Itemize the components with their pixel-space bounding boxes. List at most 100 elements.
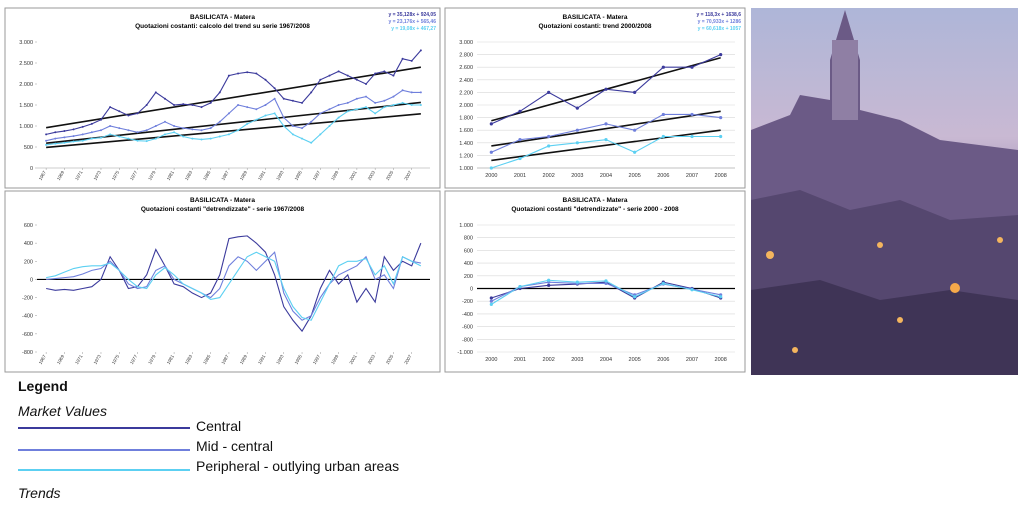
y-tick-label: -800: [462, 337, 473, 343]
point: [489, 166, 493, 170]
x-tick-label: 1999: [330, 354, 340, 366]
point: [410, 104, 413, 106]
point: [154, 125, 157, 127]
point: [719, 116, 723, 120]
y-tick-label: -800: [22, 350, 33, 356]
point: [54, 137, 57, 140]
point: [209, 127, 212, 130]
point: [118, 110, 121, 113]
x-tick-label: 1971: [74, 170, 84, 182]
point: [145, 104, 148, 106]
point: [291, 99, 294, 102]
point: [81, 133, 84, 136]
point: [90, 131, 93, 134]
y-tick-label: -1.000: [457, 350, 473, 356]
trend-line: [46, 66, 421, 129]
x-tick-label: 2003: [571, 357, 583, 363]
point: [127, 129, 130, 132]
point: [163, 120, 166, 123]
chart-panel: BASILICATA - Matera Quotazioni costanti "…: [4, 190, 441, 373]
point: [633, 150, 637, 154]
x-tick-label: 1975: [111, 354, 121, 366]
chart-subtitle: Quotazioni costanti "detrendizzate" - se…: [141, 206, 305, 213]
point: [489, 302, 493, 306]
y-tick-label: -400: [22, 314, 33, 320]
point: [200, 106, 203, 109]
point: [273, 87, 276, 90]
point: [255, 108, 258, 111]
point: [365, 83, 368, 85]
y-tick-label: 2.400: [459, 78, 473, 84]
x-tick-label: 1985: [202, 354, 212, 366]
point: [173, 104, 176, 106]
point: [337, 116, 340, 119]
point: [319, 133, 322, 136]
point: [291, 133, 294, 136]
point: [633, 128, 637, 132]
point: [319, 78, 322, 81]
point: [227, 112, 230, 115]
x-tick-label: 2006: [657, 173, 669, 179]
point: [72, 135, 75, 138]
x-tick-label: 1989: [239, 170, 249, 182]
point: [191, 137, 194, 140]
x-tick-label: 1993: [275, 354, 285, 366]
chart-panel: BASILICATA - Matera Quotazioni costanti: …: [444, 7, 746, 189]
x-tick-label: 2007: [686, 357, 698, 363]
point: [301, 127, 304, 130]
chart-subtitle: Quotazioni costanti: trend 2000/2008: [538, 23, 651, 30]
point: [182, 103, 185, 106]
point: [383, 70, 386, 73]
point: [355, 108, 358, 111]
point: [54, 131, 57, 134]
chart-title: BASILICATA - Matera: [563, 14, 628, 21]
point: [145, 129, 148, 132]
x-tick-label: 2008: [715, 357, 727, 363]
point: [81, 125, 84, 128]
y-tick-label: 400: [464, 261, 473, 267]
point: [264, 114, 267, 117]
x-tick-label: 2001: [348, 354, 358, 366]
x-tick-label: 2004: [600, 357, 612, 363]
point: [301, 101, 304, 104]
point: [273, 97, 276, 100]
point: [154, 91, 157, 94]
point: [99, 118, 102, 121]
equation: y = 35,128x + 924,05: [388, 12, 436, 18]
y-tick-label: 1.000: [459, 166, 473, 172]
chart-panel: BASILICATA - Matera Quotazioni costanti "…: [444, 190, 746, 373]
y-tick-label: 600: [24, 223, 33, 229]
point: [218, 135, 221, 138]
point: [328, 125, 331, 127]
x-tick-label: 1977: [129, 354, 139, 366]
point: [246, 106, 249, 109]
point: [489, 122, 493, 126]
point: [191, 104, 194, 106]
y-tick-label: -600: [462, 325, 473, 331]
point: [227, 133, 230, 136]
point: [218, 91, 221, 94]
point: [109, 106, 112, 109]
x-tick-label: 1975: [111, 170, 121, 182]
point: [374, 101, 377, 104]
chart-subtitle: Quotazioni costanti: calcolo del trend s…: [135, 23, 310, 30]
point: [90, 122, 93, 125]
x-tick-label: 1969: [56, 354, 66, 366]
y-tick-label: 2.500: [19, 61, 33, 67]
point: [136, 131, 139, 134]
point: [255, 72, 258, 75]
point: [518, 284, 522, 289]
trend-line: [46, 113, 421, 149]
y-tick-label: 600: [464, 248, 473, 254]
y-tick-label: 0: [30, 277, 33, 283]
y-tick-label: 1.200: [459, 153, 473, 159]
x-tick-label: 2005: [385, 170, 395, 182]
y-tick-label: -600: [22, 332, 33, 338]
y-tick-label: 3.000: [459, 40, 473, 46]
point: [392, 95, 395, 98]
point: [419, 104, 422, 106]
point: [633, 295, 637, 299]
point: [346, 74, 349, 77]
panel-frame: [444, 7, 746, 189]
x-tick-label: 2008: [715, 173, 727, 179]
